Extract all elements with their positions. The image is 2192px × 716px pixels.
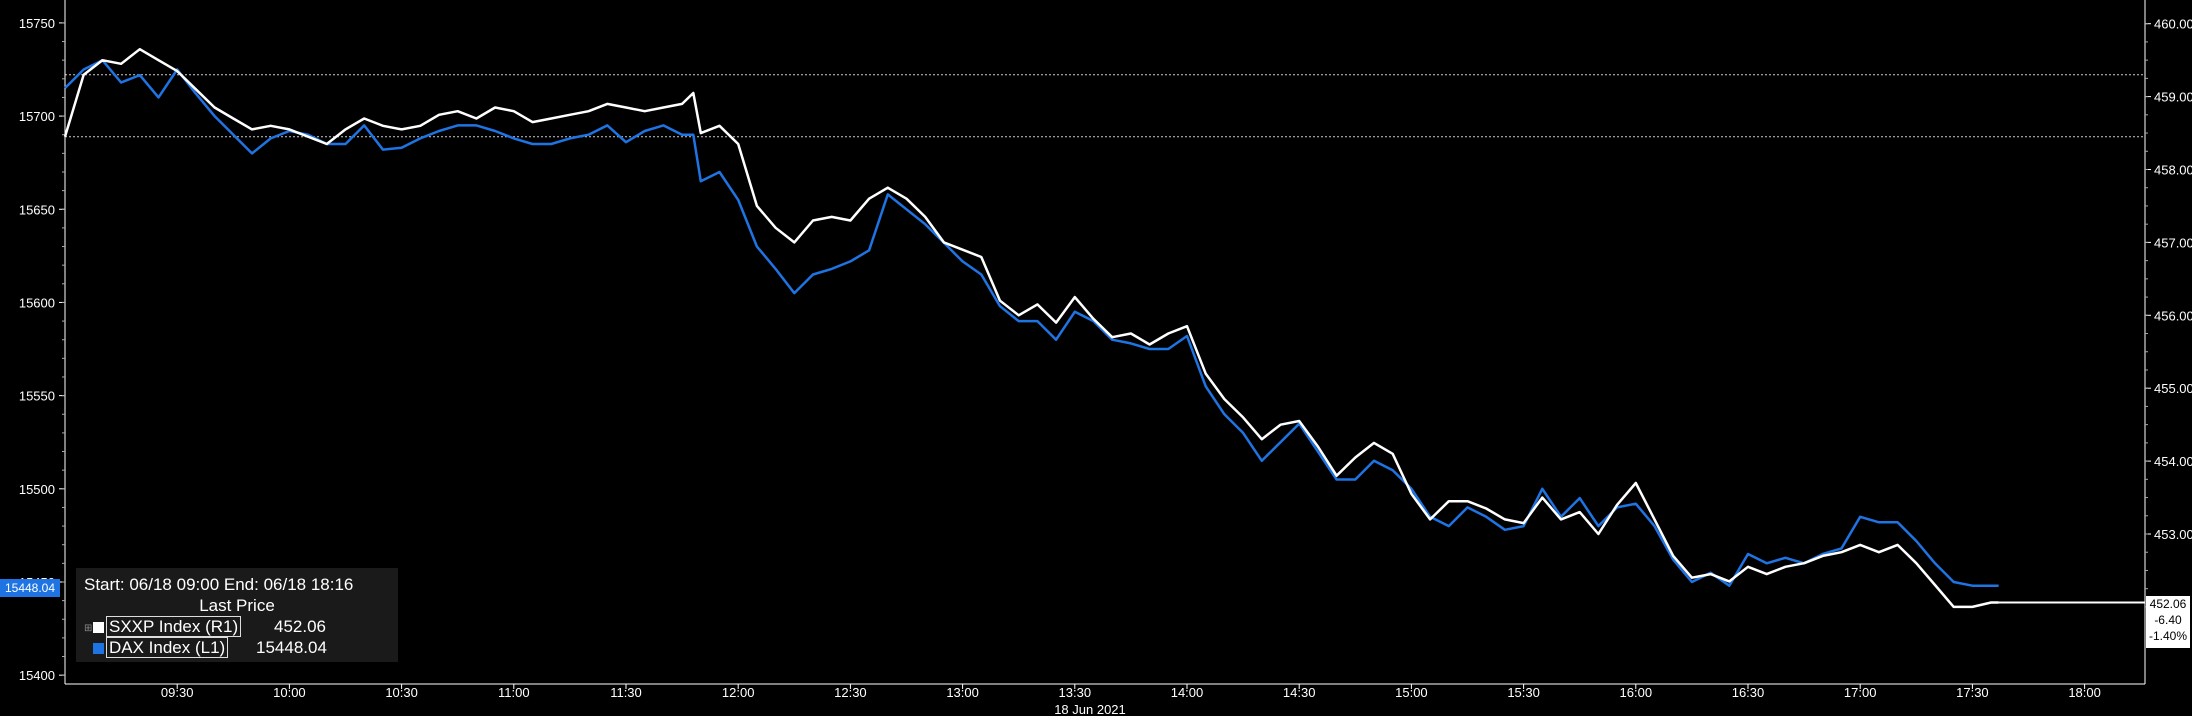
legend-row-sxxp[interactable]: ⊞ SXXP Index (R1) 452.06 (84, 616, 390, 637)
x-tick-label-1: 10:00 (273, 685, 306, 700)
left-tick-label-7: 15400 (19, 668, 55, 683)
dax-swatch-icon (93, 643, 104, 654)
series-lines (63, 47, 2145, 609)
right-tick-label-5: 455.00 (2154, 381, 2192, 396)
x-tick-label-12: 15:30 (1507, 685, 1540, 700)
sxxp-swatch-icon (93, 622, 104, 633)
legend-row-dax[interactable]: DAX Index (L1) 15448.04 (84, 637, 390, 658)
left-tick-label-1: 15700 (19, 109, 55, 124)
x-tick-label-6: 12:30 (834, 685, 867, 700)
right-tick-label-2: 458.00 (2154, 163, 2192, 178)
sxxp-series-line (63, 47, 1999, 609)
sxxp-change-pct: -1.40% (2148, 629, 2188, 643)
legend-sxxp-name: SXXP Index (R1) (105, 616, 242, 637)
sxxp-change: -6.40 (2154, 613, 2182, 627)
x-tick-label-15: 17:00 (1844, 685, 1877, 700)
x-tick-label-8: 13:30 (1059, 685, 1092, 700)
legend-dax-value: 15448.04 (256, 638, 327, 657)
right-tick-label-4: 456.00 (2154, 308, 2192, 323)
left-tick-label-5: 15500 (19, 482, 55, 497)
right-tick-label-7: 453.00 (2154, 527, 2192, 542)
right-tick-label-1: 459.00 (2154, 90, 2192, 105)
right-tick-label-6: 454.00 (2154, 454, 2192, 469)
x-axis-ticks: 09:30 10:00 10:30 11:00 11:30 12:00 12:30 13:00… (161, 684, 2101, 700)
left-tick-label-0: 15750 (19, 16, 55, 31)
legend-panel: Start: 06/18 09:00 End: 06/18 18:16 Last… (76, 568, 398, 662)
left-tick-label-2: 15650 (19, 202, 55, 217)
expand-icon[interactable]: ⊞ (84, 623, 93, 634)
sxxp-last-price-tag: 452.06 -6.40 -1.40% (2146, 596, 2190, 648)
left-tick-label-3: 15600 (19, 295, 55, 310)
x-tick-label-16: 17:30 (1956, 685, 1989, 700)
x-tick-label-11: 15:00 (1395, 685, 1428, 700)
x-tick-label-5: 12:00 (722, 685, 755, 700)
x-tick-label-2: 10:30 (385, 685, 418, 700)
left-tick-label-4: 15550 (19, 389, 55, 404)
dax-last-price-tag: 15448.04 (0, 579, 60, 597)
x-tick-label-14: 16:30 (1732, 685, 1765, 700)
x-tick-label-7: 13:00 (946, 685, 979, 700)
reference-lines (65, 74, 2145, 138)
right-tick-label-0: 460.00 (2154, 17, 2192, 32)
legend-dax-name: DAX Index (L1) (105, 637, 229, 658)
legend-range: Start: 06/18 09:00 End: 06/18 18:16 (84, 575, 354, 594)
right-tick-label-3: 457.00 (2154, 235, 2192, 250)
right-axis-ticks: 460.00 459.00 458.00 457.00 456.00 455.00 454.… (2145, 17, 2192, 608)
x-tick-label-3: 11:00 (498, 685, 530, 700)
x-tick-label-0: 09:30 (161, 685, 194, 700)
x-tick-label-9: 14:00 (1171, 685, 1204, 700)
x-axis-date-label: 18 Jun 2021 (1054, 702, 1126, 716)
x-tick-label-13: 16:00 (1620, 685, 1653, 700)
x-tick-label-4: 11:30 (610, 685, 642, 700)
x-tick-label-10: 14:30 (1283, 685, 1316, 700)
legend-sxxp-value: 452.06 (274, 617, 326, 636)
legend-header: Last Price (199, 596, 275, 615)
dax-series-line (64, 58, 1999, 587)
x-tick-label-17: 18:00 (2068, 685, 2101, 700)
sxxp-last-price: 452.06 (2149, 597, 2187, 611)
